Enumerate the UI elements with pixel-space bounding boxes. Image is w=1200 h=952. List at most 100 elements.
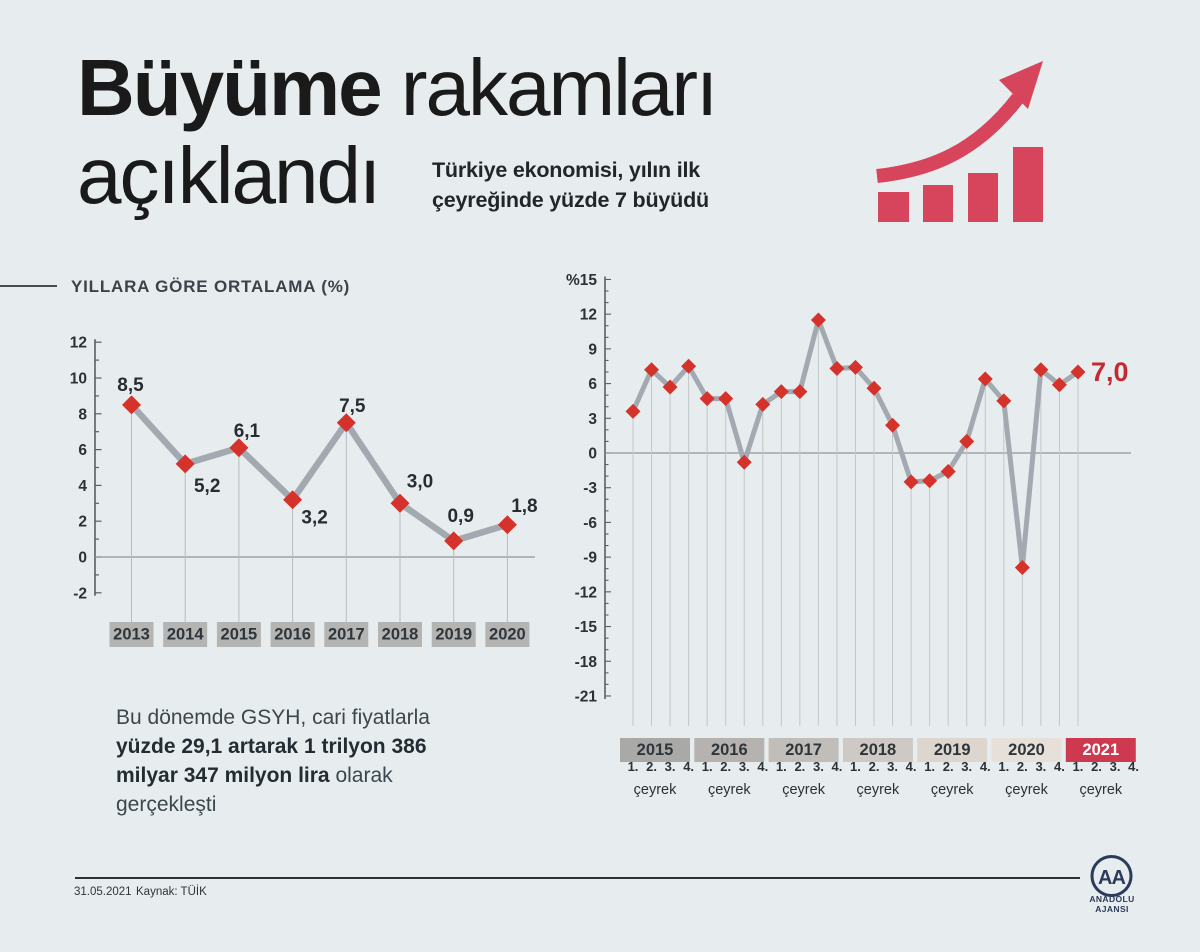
gdp-note-line2: yüzde 29,1 artarak 1 trilyon 386 <box>116 735 427 758</box>
svg-text:7,5: 7,5 <box>339 396 366 417</box>
svg-text:1,8: 1,8 <box>511 496 537 517</box>
data-point-marker <box>662 379 678 395</box>
svg-text:4.: 4. <box>1054 759 1065 774</box>
svg-text:çeyrek: çeyrek <box>857 782 900 798</box>
data-point-marker <box>810 312 826 328</box>
growth-arrow-icon <box>876 61 1043 222</box>
data-point-marker <box>996 393 1012 409</box>
anadolu-ajansi-logo: AA <box>1090 855 1133 897</box>
svg-text:2019: 2019 <box>934 741 971 759</box>
data-point-marker <box>644 362 660 378</box>
bar-1 <box>878 192 909 222</box>
gridline-connectors <box>632 319 1079 726</box>
arrow-curve <box>876 93 1024 183</box>
svg-text:4.: 4. <box>906 759 917 774</box>
svg-text:3.: 3. <box>739 759 750 774</box>
value-labels: 8,5 5,2 6,1 3,2 7,5 3,0 0,9 1,8 <box>117 375 537 529</box>
logo-initials: AA <box>1098 867 1125 889</box>
svg-text:8,5: 8,5 <box>117 375 144 396</box>
y-axis: -21 -18 -15 -12 -9 -6 -3 0 3 6 9 12 %15 <box>566 272 611 705</box>
data-point-marker <box>922 473 938 489</box>
svg-text:2016: 2016 <box>711 741 748 759</box>
svg-text:çeyrek: çeyrek <box>931 782 974 798</box>
data-point-marker <box>681 358 697 374</box>
svg-text:10: 10 <box>70 371 87 388</box>
svg-text:1.: 1. <box>924 759 935 774</box>
title-word-regular: rakamları <box>380 43 718 132</box>
svg-text:1.: 1. <box>850 759 861 774</box>
svg-text:1.: 1. <box>702 759 713 774</box>
svg-text:3.: 3. <box>961 759 972 774</box>
year-axis: 2013 2014 2015 2016 2017 2018 2019 2020 <box>109 622 530 647</box>
svg-text:2.: 2. <box>1017 759 1028 774</box>
svg-text:4.: 4. <box>980 759 991 774</box>
svg-text:12: 12 <box>70 335 87 352</box>
data-point-marker <box>718 391 734 407</box>
title-word-strong: Büyüme <box>77 43 383 132</box>
data-point-marker <box>444 531 464 551</box>
footer-date: 31.05.2021 <box>74 886 132 898</box>
svg-text:4: 4 <box>78 478 87 495</box>
gdp-note-line4: gerçekleşti <box>116 793 217 816</box>
gridline-connectors <box>131 404 508 622</box>
svg-text:1.: 1. <box>628 759 639 774</box>
data-point-marker <box>847 359 863 375</box>
svg-text:-2: -2 <box>73 585 87 602</box>
series-markers <box>122 395 517 551</box>
svg-text:3.: 3. <box>887 759 898 774</box>
data-point-marker <box>699 391 715 407</box>
svg-text:2017: 2017 <box>328 626 365 644</box>
data-point-marker <box>283 490 303 510</box>
svg-text:2.: 2. <box>646 759 657 774</box>
data-point-marker <box>1070 364 1086 380</box>
svg-text:2.: 2. <box>1091 759 1102 774</box>
data-point-marker <box>977 371 993 387</box>
svg-text:2.: 2. <box>943 759 954 774</box>
svg-text:2020: 2020 <box>489 626 526 644</box>
arrow-head <box>999 61 1043 109</box>
svg-text:0: 0 <box>588 446 597 463</box>
gdp-note-line3: milyar 347 milyon lira olarak <box>116 764 393 787</box>
series-markers <box>625 312 1086 576</box>
data-point-marker <box>1033 362 1049 378</box>
svg-text:çeyrek: çeyrek <box>1079 782 1122 798</box>
svg-text:2.: 2. <box>720 759 731 774</box>
svg-text:-15: -15 <box>575 619 598 636</box>
svg-text:3,0: 3,0 <box>407 471 433 492</box>
svg-text:-21: -21 <box>575 688 598 705</box>
svg-text:çeyrek: çeyrek <box>782 782 825 798</box>
svg-text:6,1: 6,1 <box>234 421 261 442</box>
gdp-note: Bu dönemde GSYH, cari fiyatlarla yüzde 2… <box>116 703 430 819</box>
svg-text:%15: %15 <box>566 272 597 289</box>
svg-text:çeyrek: çeyrek <box>634 782 677 798</box>
svg-text:2014: 2014 <box>167 626 205 644</box>
svg-text:3.: 3. <box>665 759 676 774</box>
footer-source: Kaynak: TÜİK <box>136 886 207 898</box>
data-point-marker <box>1014 560 1030 576</box>
bar-4 <box>1013 147 1043 222</box>
section-label: YILLARA GÖRE ORTALAMA (%) <box>71 277 351 296</box>
logo-circle <box>1090 855 1133 897</box>
svg-text:3,2: 3,2 <box>301 508 327 529</box>
svg-text:2020: 2020 <box>1008 741 1045 759</box>
svg-text:2019: 2019 <box>435 626 472 644</box>
data-point-marker <box>959 433 975 449</box>
svg-text:8: 8 <box>78 406 87 423</box>
svg-text:4.: 4. <box>1128 759 1139 774</box>
svg-text:1.: 1. <box>1073 759 1084 774</box>
svg-text:2015: 2015 <box>221 626 258 644</box>
section-rule <box>0 285 57 287</box>
svg-text:0: 0 <box>78 550 87 567</box>
data-point-marker <box>736 454 752 470</box>
subtitle-line1: Türkiye ekonomisi, yılın ilk <box>432 158 701 182</box>
svg-text:-12: -12 <box>575 584 597 601</box>
svg-text:çeyrek: çeyrek <box>708 782 751 798</box>
bar-3 <box>968 173 998 222</box>
svg-text:5,2: 5,2 <box>194 476 220 497</box>
svg-text:2.: 2. <box>869 759 880 774</box>
svg-text:3.: 3. <box>1110 759 1121 774</box>
logo-caption: ANADOLU AJANSI <box>1089 894 1135 914</box>
data-point-marker <box>497 515 517 535</box>
